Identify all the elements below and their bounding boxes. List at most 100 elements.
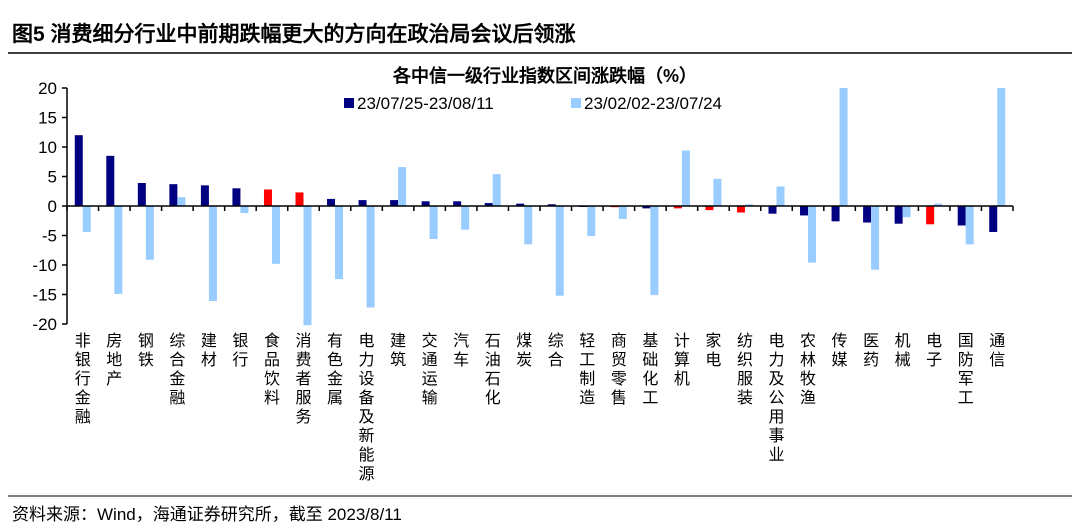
x-tick-label: 电力及公用事业 bbox=[768, 332, 784, 464]
x-tick-label: 非银行金融 bbox=[75, 332, 91, 426]
x-tick-label: 有色金属 bbox=[327, 332, 343, 407]
figure-title: 图5 消费细分行业中前期跌幅更大的方向在政治局会议后领涨 bbox=[12, 22, 576, 46]
bar-series2 bbox=[240, 206, 249, 214]
bar-series1 bbox=[736, 206, 745, 213]
bar-series2 bbox=[303, 206, 312, 326]
y-tick-label: 5 bbox=[48, 168, 57, 187]
bar-series1 bbox=[673, 206, 682, 209]
x-tick-label: 国防军工 bbox=[958, 333, 974, 407]
bar-series2 bbox=[114, 206, 123, 294]
bar-series1 bbox=[863, 206, 872, 223]
bar-series2 bbox=[492, 174, 501, 206]
bar-series1 bbox=[926, 206, 935, 225]
bar-series1 bbox=[200, 185, 209, 206]
x-tick-label: 轻工制造 bbox=[579, 332, 595, 407]
bar-series2 bbox=[871, 206, 880, 270]
y-tick-label: -10 bbox=[32, 256, 57, 275]
x-tick-label: 交通运输 bbox=[422, 332, 438, 407]
bar-series1 bbox=[831, 206, 840, 222]
y-tick-label: -5 bbox=[42, 227, 57, 246]
x-tick-label: 商贸零售 bbox=[611, 332, 627, 407]
x-tick-label: 石油石化 bbox=[485, 333, 501, 407]
y-tick-label: 15 bbox=[38, 109, 57, 128]
bar-series2 bbox=[82, 206, 91, 232]
x-tick-label: 煤炭 bbox=[516, 332, 532, 369]
legend: 23/07/25-23/08/11 23/02/02-23/07/24 bbox=[344, 94, 722, 113]
bar-series1 bbox=[137, 182, 146, 206]
x-tick-label: 家电 bbox=[705, 332, 721, 369]
bar-series2 bbox=[555, 206, 564, 296]
x-tick-label: 传媒 bbox=[832, 332, 848, 369]
bar-series1 bbox=[453, 201, 462, 206]
y-tick-label: 10 bbox=[38, 138, 57, 157]
legend-label-series1: 23/07/25-23/08/11 bbox=[357, 94, 494, 113]
x-tick-label: 综合 bbox=[548, 332, 564, 369]
bar-series2 bbox=[965, 206, 974, 245]
bar-series2 bbox=[587, 206, 596, 237]
bar-series2 bbox=[208, 206, 217, 301]
x-tick-label: 电力设备及新能源 bbox=[359, 332, 375, 483]
y-tick-label: -20 bbox=[32, 315, 57, 334]
bar-series2 bbox=[335, 206, 344, 280]
bar-series1 bbox=[800, 206, 809, 216]
x-tick-label: 房地产 bbox=[106, 332, 122, 388]
bar-series1 bbox=[421, 201, 430, 206]
bar-series1 bbox=[705, 206, 714, 211]
legend-label-series2: 23/02/02-23/07/24 bbox=[584, 94, 722, 113]
x-tick-label: 计算机 bbox=[674, 332, 690, 388]
bar-series1 bbox=[358, 200, 367, 206]
bar-series2 bbox=[902, 206, 911, 218]
bar-series1 bbox=[484, 203, 493, 206]
bar-series1 bbox=[232, 188, 241, 206]
x-tick-label: 基础化工 bbox=[642, 332, 658, 407]
bar-series2 bbox=[776, 186, 785, 206]
bar-series2 bbox=[271, 206, 280, 264]
x-tick-label: 汽车 bbox=[453, 332, 469, 369]
bar-series1 bbox=[957, 206, 966, 226]
bar-series2 bbox=[839, 88, 848, 206]
x-tick-label: 钢铁 bbox=[138, 332, 154, 369]
x-tick-label: 建筑 bbox=[390, 332, 406, 369]
bar-series1 bbox=[516, 203, 525, 206]
x-tick-label: 医药 bbox=[863, 333, 879, 369]
legend-swatch-series2 bbox=[571, 98, 581, 108]
x-tick-label: 机械 bbox=[895, 332, 911, 369]
y-tick-label: 20 bbox=[38, 79, 57, 98]
bar-series1 bbox=[74, 135, 83, 206]
bar-series2 bbox=[366, 206, 375, 308]
y-tick-label: -15 bbox=[32, 286, 57, 305]
bar-series1 bbox=[642, 206, 651, 209]
bar-series1 bbox=[768, 206, 777, 214]
bar-series1 bbox=[989, 206, 998, 232]
bar-series2 bbox=[713, 178, 722, 206]
bar-series2 bbox=[618, 206, 627, 219]
bar-series1 bbox=[106, 155, 115, 206]
bar-series2 bbox=[145, 206, 154, 260]
x-tick-label: 食品饮料 bbox=[264, 332, 280, 407]
source-note: 资料来源：Wind，海通证券研究所，截至 2023/8/11 bbox=[12, 505, 402, 524]
bar-series2 bbox=[808, 206, 817, 263]
bar-series1 bbox=[295, 192, 304, 206]
x-tick-label: 建材 bbox=[201, 332, 217, 369]
bar-series1 bbox=[390, 200, 399, 206]
x-tick-label: 纺织服装 bbox=[737, 332, 753, 407]
plot-area: 20 15 10 5 0 -5 -10 -15 -20 非银行金融房地产钢铁综合金融建材银行食品饮… bbox=[32, 79, 1014, 483]
bar-series1 bbox=[263, 189, 272, 206]
x-tick-label: 电子 bbox=[926, 332, 942, 369]
x-tick-label: 农林牧渔 bbox=[800, 332, 816, 407]
bar-series2 bbox=[934, 203, 943, 206]
y-tick-label: 0 bbox=[48, 197, 57, 216]
bar-series1 bbox=[894, 206, 903, 224]
bar-series2 bbox=[524, 206, 533, 245]
chart-title: 各中信一级行业指数区间涨跌幅（%） bbox=[392, 65, 697, 86]
bar-series1 bbox=[327, 198, 336, 206]
x-tick-label: 银行 bbox=[232, 332, 248, 369]
bar-series2 bbox=[461, 206, 470, 230]
x-tick-label: 综合金融 bbox=[169, 332, 185, 407]
bar-series2 bbox=[177, 197, 186, 206]
bar-series2 bbox=[429, 206, 438, 240]
bar-series2 bbox=[681, 150, 690, 206]
x-tick-label: 消费者服务 bbox=[295, 332, 311, 426]
bar-series2 bbox=[744, 204, 753, 206]
